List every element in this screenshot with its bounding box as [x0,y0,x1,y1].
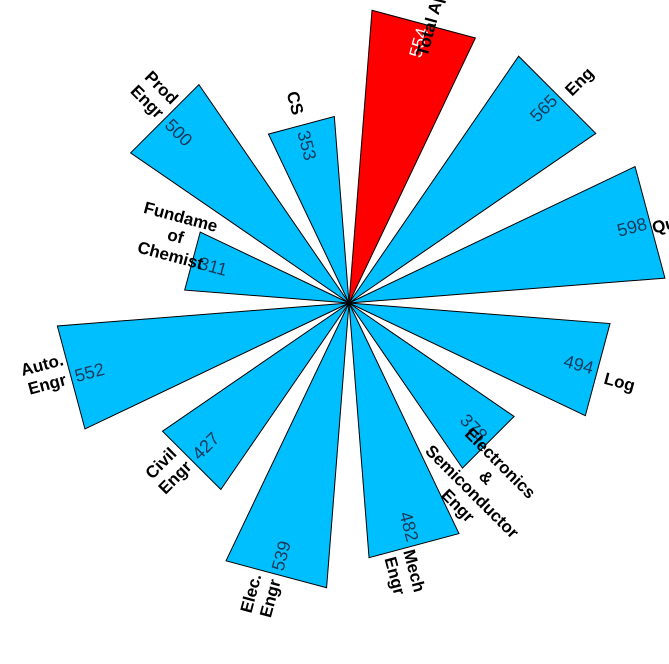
bar-total-aptitude [348,9,477,304]
category-label-cs: CS [283,89,307,117]
bar-auto-engr [56,302,350,430]
category-label-line: Log [602,369,637,395]
bar-log [348,302,611,417]
bar-civil-engr [161,302,350,491]
wedges [56,9,666,589]
category-label-mech-engr: MechEngr [380,547,429,599]
bar-prod-engr [129,83,350,304]
bar-fundamentals-of-chemistry [184,231,350,304]
bar-quant [348,165,666,304]
category-label-line: of [165,225,186,248]
category-label-line: Eng [561,64,597,100]
category-label-line: Quant [650,206,669,237]
category-label-auto-engr: Auto.Engr [19,350,71,399]
bar-electronics-semiconductor-engr [348,302,515,469]
category-label-log: Log [602,369,637,395]
bar-elec-engr [225,302,350,589]
bar-eng [348,55,597,304]
category-label-line: CS [283,89,307,117]
category-label-eng: Eng [561,64,597,100]
category-label-quant: Quant [650,206,669,237]
bar-cs [267,115,350,304]
category-label-elec-engr: Elec.Engr [237,572,285,620]
bar-mech-engr [348,302,460,559]
